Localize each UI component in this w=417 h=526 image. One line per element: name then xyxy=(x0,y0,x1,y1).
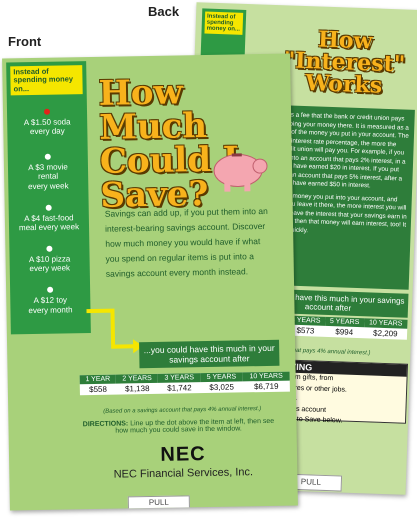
table-value: $2,209 xyxy=(363,327,407,340)
front-card: Instead of spending money on... A $1.50 … xyxy=(2,54,298,511)
table-value: $1,742 xyxy=(158,382,200,394)
item-dot xyxy=(46,246,52,252)
arrow xyxy=(82,306,143,357)
back-label: Back xyxy=(148,4,179,19)
back-strip: Instead of spending money on... xyxy=(201,8,247,60)
item-line: every week xyxy=(11,181,85,191)
directions-text: Line up the dot above the item at left, … xyxy=(115,418,274,435)
front-directions: DIRECTIONS: Line up the dot above the it… xyxy=(78,418,278,435)
item-dot xyxy=(47,287,53,293)
front-footnote: (Based on a savings account that pays 4%… xyxy=(68,405,296,415)
page: {"labels":{"back":"Back","front":"Front"… xyxy=(0,0,417,526)
company: NEC Financial Services, Inc. xyxy=(69,465,297,481)
front-callout: ...you could have this much in your savi… xyxy=(139,340,279,368)
item-line: every month xyxy=(13,305,87,315)
table-value: $6,719 xyxy=(243,381,290,393)
item-line: every day xyxy=(10,126,84,136)
logo: NEC xyxy=(69,441,297,468)
back-title: How "Interest" Works xyxy=(273,27,415,98)
front-title-line: How Much xyxy=(98,74,291,145)
table-value: $3,025 xyxy=(200,381,242,393)
item-line: every week xyxy=(13,263,87,273)
back-peek: Instead of spending money on... xyxy=(204,12,243,35)
item-dot xyxy=(44,108,50,114)
sidebar-heading: Instead of spending money on... xyxy=(10,65,82,95)
piggy-bank xyxy=(204,144,275,195)
table-value: $994 xyxy=(325,326,364,338)
table-value: $1,138 xyxy=(116,383,158,395)
item-dot xyxy=(46,204,52,210)
front-pull-tab[interactable]: PULL xyxy=(128,495,190,510)
front-body: Savings can add up, if you put them into… xyxy=(105,204,276,281)
item-line: meal every week xyxy=(12,222,86,232)
sidebar: Instead of spending money on... A $1.50 … xyxy=(6,61,91,334)
front-label: Front xyxy=(8,34,41,49)
item-dot xyxy=(45,154,51,160)
table-value: $558 xyxy=(80,384,116,396)
